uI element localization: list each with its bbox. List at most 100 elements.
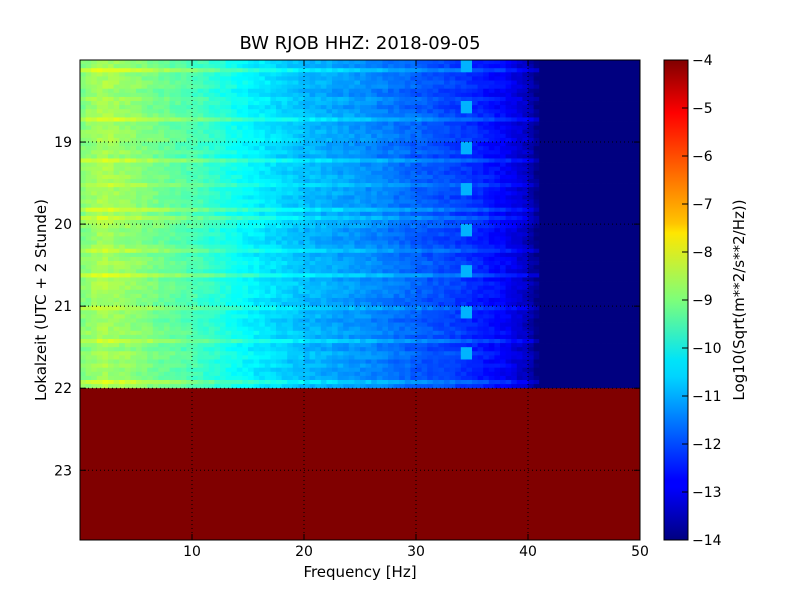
heatmap-cell xyxy=(270,256,277,262)
heatmap-cell xyxy=(192,146,198,151)
heatmap-cell xyxy=(231,101,238,106)
heatmap-cell xyxy=(584,256,590,262)
heatmap-cell xyxy=(399,183,406,188)
heatmap-cell xyxy=(416,72,422,77)
heatmap-cell xyxy=(298,64,305,69)
heatmap-cell xyxy=(595,215,602,221)
heatmap-cell xyxy=(393,88,400,94)
heatmap-cell xyxy=(477,92,484,98)
heatmap-cell xyxy=(108,64,114,69)
heatmap-cell xyxy=(343,125,350,131)
heatmap-cell xyxy=(348,228,355,233)
heatmap-cell xyxy=(197,187,204,192)
heatmap-cell xyxy=(393,109,400,114)
heatmap-cell xyxy=(208,183,215,188)
heatmap-cell xyxy=(472,142,478,147)
heatmap-cell xyxy=(455,96,462,102)
heatmap-cell xyxy=(309,232,316,237)
heatmap-cell xyxy=(399,256,406,262)
heatmap-cell xyxy=(472,117,478,122)
heatmap-cell xyxy=(164,60,170,65)
heatmap-cell xyxy=(388,142,394,147)
heatmap-cell xyxy=(539,211,546,217)
heatmap-cell xyxy=(225,68,232,73)
heatmap-cell xyxy=(623,60,630,65)
heatmap-cell xyxy=(91,256,98,262)
heatmap-cell xyxy=(455,105,462,110)
heatmap-cell xyxy=(208,236,215,241)
heatmap-cell xyxy=(164,191,170,196)
heatmap-cell xyxy=(192,117,198,122)
heatmap-cell xyxy=(354,187,361,192)
heatmap-cell xyxy=(572,215,579,221)
heatmap-cell xyxy=(180,224,187,229)
heatmap-cell xyxy=(511,244,518,250)
heatmap-cell xyxy=(147,96,154,102)
heatmap-cell xyxy=(264,121,271,127)
heatmap-cell xyxy=(354,162,361,168)
heatmap-cell xyxy=(466,203,473,209)
heatmap-cell xyxy=(488,88,495,94)
heatmap-cell xyxy=(281,207,288,213)
heatmap-cell xyxy=(404,133,411,139)
heatmap-cell xyxy=(292,142,299,147)
heatmap-cell xyxy=(382,261,389,266)
heatmap-cell xyxy=(130,146,137,151)
heatmap-cell xyxy=(119,183,126,188)
heatmap-cell xyxy=(276,232,282,237)
heatmap-cell xyxy=(628,150,635,155)
heatmap-cell xyxy=(220,236,226,241)
heatmap-cell xyxy=(449,252,456,258)
heatmap-cell xyxy=(192,150,198,155)
heatmap-cell xyxy=(533,191,540,196)
heatmap-cell xyxy=(220,109,226,114)
heatmap-cell xyxy=(225,101,232,106)
heatmap-cell xyxy=(444,60,450,65)
heatmap-cell xyxy=(544,142,551,147)
heatmap-cell xyxy=(371,113,378,118)
heatmap-cell xyxy=(477,187,484,192)
heatmap-cell xyxy=(208,88,215,94)
heatmap-cell xyxy=(214,191,221,196)
heatmap-cell xyxy=(203,236,210,241)
heatmap-cell xyxy=(444,174,450,180)
heatmap-cell xyxy=(80,228,86,233)
heatmap-cell xyxy=(544,191,551,196)
heatmap-cell xyxy=(460,191,467,196)
heatmap-cell xyxy=(287,84,294,90)
heatmap-cell xyxy=(96,121,103,127)
heatmap-cell xyxy=(382,203,389,209)
heatmap-cell xyxy=(488,203,495,209)
heatmap-cell xyxy=(410,191,417,196)
heatmap-cell xyxy=(292,252,299,258)
heatmap-cell xyxy=(248,72,254,77)
heatmap-cell xyxy=(253,178,260,184)
heatmap-cell xyxy=(544,68,551,73)
heatmap-cell xyxy=(152,137,159,143)
heatmap-cell xyxy=(460,150,467,155)
heatmap-cell xyxy=(242,96,249,102)
heatmap-cell xyxy=(292,199,299,204)
heatmap-cell xyxy=(483,199,490,204)
heatmap-cell xyxy=(348,248,355,254)
heatmap-cell xyxy=(354,240,361,246)
heatmap-cell xyxy=(416,76,422,81)
heatmap-cell xyxy=(292,92,299,98)
heatmap-cell xyxy=(550,228,557,233)
heatmap-cell xyxy=(304,154,310,159)
heatmap-cell xyxy=(432,170,439,176)
heatmap-cell xyxy=(410,76,417,81)
heatmap-cell xyxy=(444,133,450,139)
heatmap-cell xyxy=(141,256,148,262)
heatmap-cell xyxy=(85,68,92,73)
heatmap-cell xyxy=(242,117,249,122)
heatmap-cell xyxy=(287,232,294,237)
heatmap-cell xyxy=(276,224,282,229)
heatmap-cell xyxy=(494,109,501,114)
heatmap-cell xyxy=(494,64,501,69)
heatmap-cell xyxy=(164,195,170,200)
heatmap-cell xyxy=(80,121,86,127)
heatmap-cell xyxy=(371,154,378,159)
heatmap-cell xyxy=(505,96,512,102)
heatmap-cell xyxy=(376,80,383,86)
